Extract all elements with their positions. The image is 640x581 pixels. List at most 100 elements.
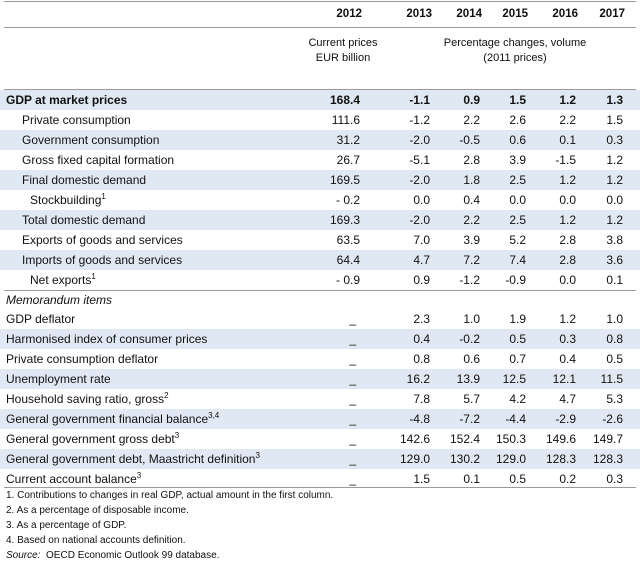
- cell-2012: _: [349, 432, 356, 446]
- table-row: Private consumption deflator _ 0.8 0.6 0.7 0.…: [0, 349, 640, 369]
- cell-2012: - 0.9: [335, 273, 360, 287]
- footnote-3: 3. As a percentage of GDP.: [6, 520, 127, 531]
- cell-2016: 0.0: [559, 273, 576, 287]
- row-label-text: Total domestic demand: [22, 213, 146, 227]
- cell-2015: 0.0: [509, 193, 526, 207]
- header-rule: [4, 27, 636, 28]
- cell-2014: 0.9: [463, 93, 480, 107]
- footnote-marker: 1: [91, 272, 96, 281]
- row-label: Unemployment rate: [6, 372, 111, 386]
- cell-2014: 130.2: [449, 452, 480, 466]
- cell-2012: 31.2: [336, 133, 360, 147]
- cell-2017: 1.0: [606, 312, 623, 326]
- cell-2017: 128.3: [592, 452, 623, 466]
- cell-2016: 0.0: [559, 193, 576, 207]
- percentage-changes-caption: Percentage changes, volume (2011 prices): [430, 36, 600, 66]
- cell-2016: 128.3: [545, 452, 576, 466]
- cell-2012: _: [349, 352, 356, 366]
- table-row: General government financial balance3,4 _…: [0, 409, 640, 429]
- cell-2017: 1.2: [606, 213, 623, 227]
- cell-2015: 0.7: [509, 352, 526, 366]
- cell-2012: _: [349, 372, 356, 386]
- cell-2012: - 0.2: [335, 193, 360, 207]
- cell-2017: 149.7: [592, 432, 623, 446]
- cell-2016: 2.8: [559, 233, 576, 247]
- cell-2014: 152.4: [449, 432, 480, 446]
- row-label-text: Government consumption: [22, 133, 160, 147]
- cell-2016: 149.6: [545, 432, 576, 446]
- cell-2013: 2.3: [413, 312, 430, 326]
- cell-2013: -5.1: [409, 153, 430, 167]
- cell-2014: 1.0: [463, 312, 480, 326]
- row-label: Household saving ratio, gross2: [6, 392, 169, 407]
- table-row: Net exports1 - 0.9 0.9 -1.2 -0.9 0.0 0.1: [0, 270, 640, 290]
- row-label: Stockbuilding1: [30, 193, 106, 208]
- cell-2013: -1.2: [409, 113, 430, 127]
- cell-2016: 1.2: [559, 93, 576, 107]
- row-label: Private consumption: [22, 113, 131, 127]
- cell-2015: 2.6: [509, 113, 526, 127]
- cell-2014: -7.2: [459, 412, 480, 426]
- cell-2017: 0.3: [606, 472, 623, 486]
- cell-2012: 26.7: [336, 153, 360, 167]
- row-label: General government gross debt3: [6, 431, 180, 447]
- cell-2016: 1.2: [559, 173, 576, 187]
- row-label-text: General government gross debt: [6, 432, 175, 446]
- cell-2012: _: [349, 452, 356, 466]
- cell-2015: -0.9: [505, 273, 526, 287]
- memorandum-heading: Memorandum items: [6, 293, 113, 307]
- row-label: Current account balance3: [6, 472, 141, 487]
- table-row: Government consumption 31.2 -2.0 -0.5 0.6 0.1…: [0, 130, 640, 150]
- cell-2012: _: [349, 332, 356, 346]
- row-label-text: Gross fixed capital formation: [22, 153, 175, 167]
- table-row: Unemployment rate _ 16.2 13.9 12.5 12.1 11.5: [0, 369, 640, 389]
- table-header: 2012 2013 2014 2015 2016 2017 Current pr…: [0, 0, 640, 91]
- year-header-2012: 2012: [336, 8, 362, 20]
- table-row: Exports of goods and services 63.5 7.0 3.9 5…: [0, 230, 640, 250]
- cell-2013: 0.0: [413, 193, 430, 207]
- bottom-rule: [4, 487, 636, 488]
- pct-changes-line2: (2011 prices): [483, 52, 547, 64]
- cell-2017: 0.8: [606, 332, 623, 346]
- cell-2012: _: [349, 412, 356, 426]
- cell-2016: 4.7: [559, 392, 576, 406]
- body-top-rule: [4, 89, 636, 90]
- cell-2016: 0.3: [559, 332, 576, 346]
- row-label-text: Net exports: [30, 273, 92, 287]
- footnote-marker: 3,4: [208, 411, 220, 420]
- cell-2013: 0.9: [413, 273, 430, 287]
- row-label: Harmonised index of consumer prices: [6, 332, 207, 346]
- cell-2014: 0.4: [463, 193, 480, 207]
- cell-2015: 2.5: [509, 173, 526, 187]
- cell-2016: 1.2: [559, 312, 576, 326]
- table-row: GDP at market prices 168.4 -1.1 0.9 1.5 1.2 1.…: [0, 90, 640, 110]
- row-label-text: General government financial balance: [6, 412, 209, 426]
- cell-2015: 2.5: [509, 213, 526, 227]
- cell-2014: 3.9: [463, 233, 480, 247]
- footnote-marker: 3: [174, 431, 180, 440]
- row-label: GDP at market prices: [6, 93, 127, 107]
- current-prices-line1: Current prices: [308, 37, 378, 49]
- cell-2013: 0.4: [413, 332, 430, 346]
- row-label-text: GDP at market prices: [6, 93, 128, 107]
- memorandum-rows: GDP deflator _ 2.3 1.0 1.9 1.2 1.0 Harmonised i…: [0, 309, 640, 489]
- cell-2015: 150.3: [495, 432, 526, 446]
- row-label: Final domestic demand: [22, 173, 146, 187]
- row-label-text: Current account balance: [6, 472, 137, 486]
- table-row: GDP deflator _ 2.3 1.0 1.9 1.2 1.0: [0, 309, 640, 329]
- cell-2012: _: [349, 392, 356, 406]
- row-label-text: Harmonised index of consumer prices: [6, 332, 208, 346]
- cell-2014: -0.5: [459, 133, 480, 147]
- cell-2015: 1.9: [509, 312, 526, 326]
- row-label: Total domestic demand: [22, 213, 145, 227]
- table-row: Final domestic demand 169.5 -2.0 1.8 2.5 1.2 1…: [0, 170, 640, 190]
- cell-2017: 1.3: [606, 93, 623, 107]
- cell-2013: -2.0: [409, 213, 430, 227]
- cell-2012: 63.5: [336, 233, 360, 247]
- cell-2013: 7.0: [413, 233, 430, 247]
- year-header-2014: 2014: [456, 8, 482, 20]
- cell-2016: 0.2: [559, 472, 576, 486]
- cell-2014: -0.2: [459, 332, 480, 346]
- cell-2014: 1.8: [463, 173, 480, 187]
- cell-2012: 168.4: [329, 93, 360, 107]
